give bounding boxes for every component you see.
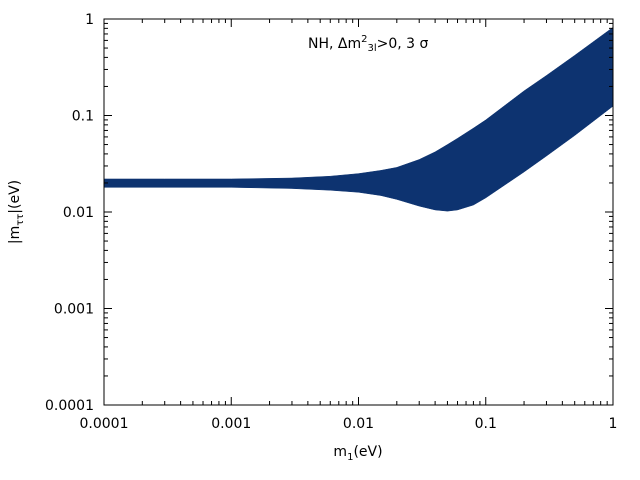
y-axis-label: |mττ|(eV) [7, 180, 26, 244]
band-layer [103, 26, 614, 212]
annotation-sup: 2 [361, 34, 367, 45]
x-tick-label: 1 [609, 416, 618, 432]
x-axis-label: m1(eV) [333, 444, 382, 463]
tick-layer [103, 18, 614, 406]
annotation-sub: 3l [368, 43, 377, 54]
annotation-prefix: NH, Δm [308, 36, 361, 52]
y-tick-label: 0.0001 [45, 398, 94, 414]
annotation: NH, Δm23l>0, 3 σ [308, 34, 429, 54]
x-axis-label-main: m [333, 444, 347, 460]
x-axis-label-sub: 1 [347, 452, 353, 463]
annotation-suffix: >0, 3 σ [377, 36, 429, 52]
y-axis-label-sub: ττ [15, 214, 26, 226]
plot-frame [103, 18, 614, 406]
x-tick-label: 0.01 [343, 416, 374, 432]
x-axis-label-rest: (eV) [353, 444, 382, 460]
x-tick-label: 0.001 [211, 416, 251, 432]
tick-label-layer: 0.0001 0.001 0.01 0.1 1 0.0001 0.001 0.01 0.1 1 [45, 12, 617, 432]
y-tick-label: 0.1 [72, 109, 94, 125]
y-axis-label-rest: |(eV) [7, 180, 23, 214]
y-tick-label: 0.01 [63, 205, 94, 221]
mass-band-0 [103, 26, 614, 212]
y-axis-label-main: |m [7, 226, 23, 244]
x-tick-label: 0.0001 [80, 416, 129, 432]
y-tick-label: 0.001 [54, 302, 94, 318]
y-tick-label: 1 [85, 12, 94, 28]
x-tick-label: 0.1 [475, 416, 497, 432]
